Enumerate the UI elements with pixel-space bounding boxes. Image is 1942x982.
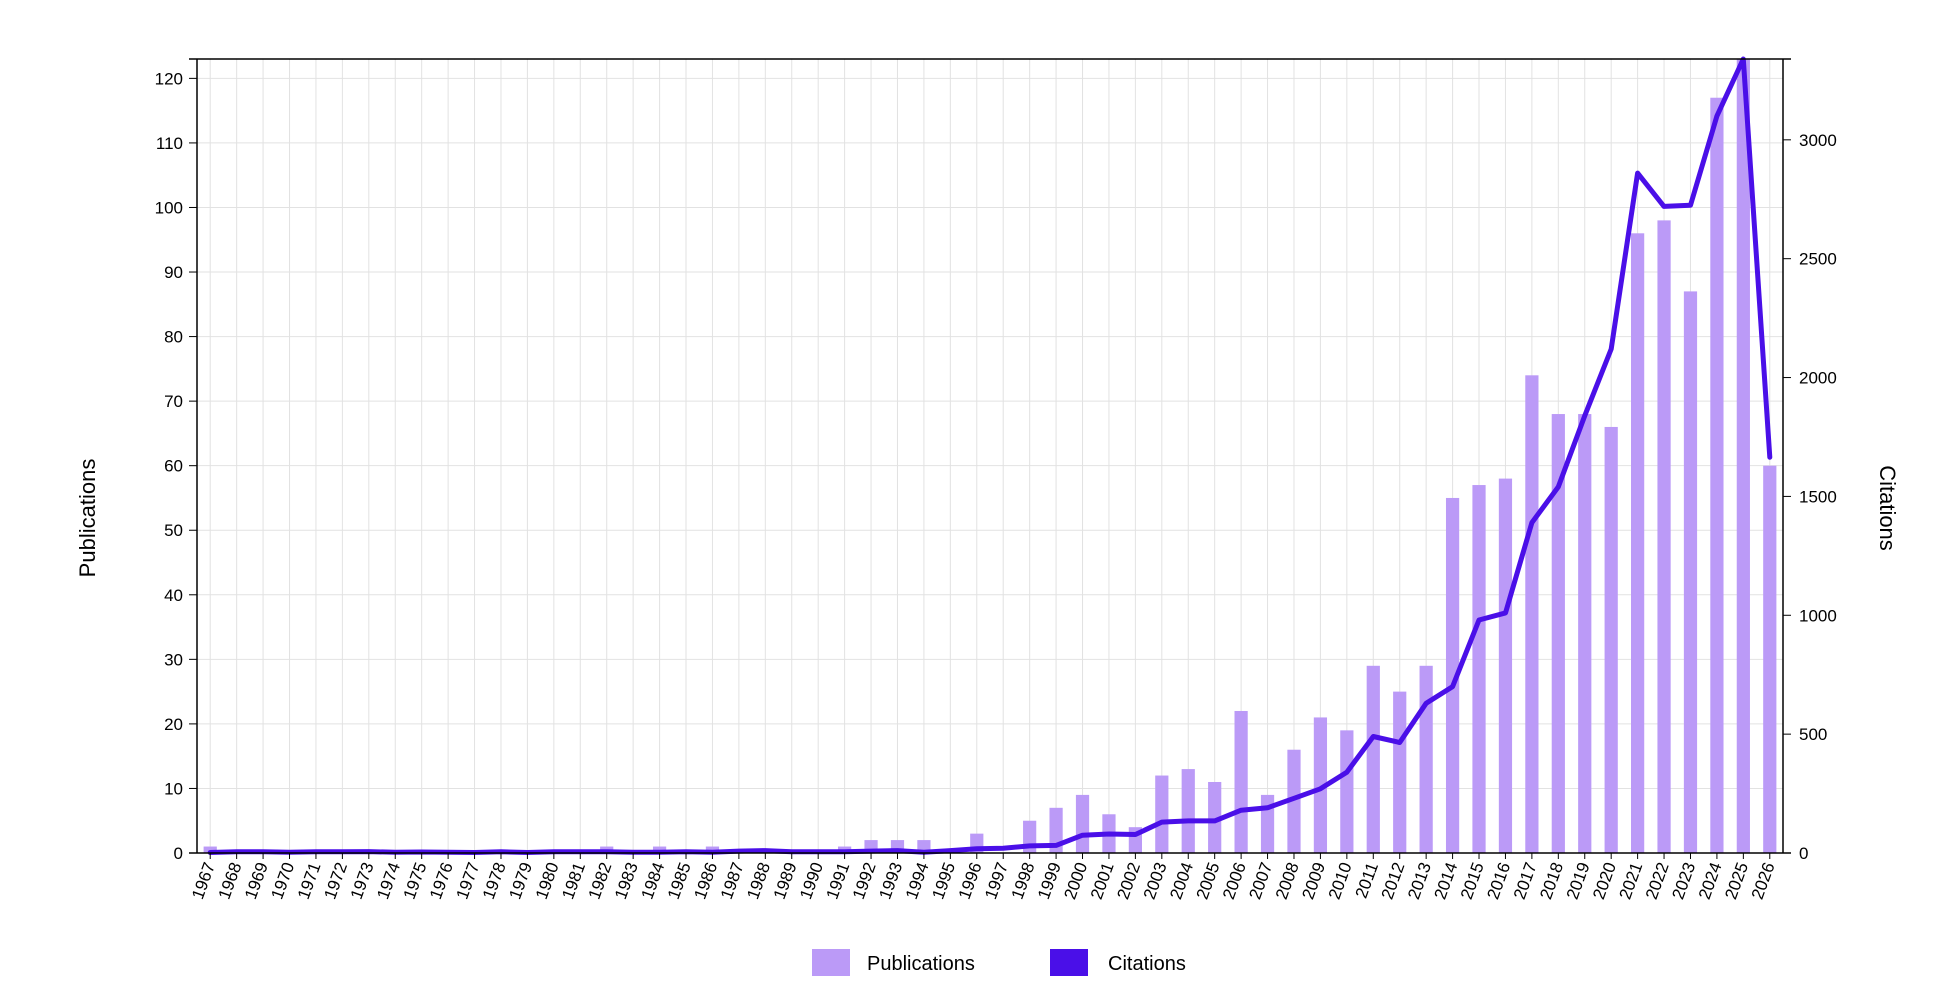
right-y-axis-title: Citations [1875, 465, 1900, 551]
bar-publications-2017 [1525, 375, 1539, 853]
left-y-tick-label-100: 100 [155, 198, 183, 217]
bar-publications-2014 [1445, 497, 1460, 853]
bar-publications-2009 [1313, 717, 1328, 853]
bar-publications-2023 [1683, 291, 1698, 853]
x-tick-label-2010: 2010 [1325, 860, 1356, 902]
bar-publications-2016 [1498, 478, 1513, 853]
bar-publications-2021 [1631, 233, 1645, 854]
bar-publications-2019 [1578, 414, 1592, 853]
bar-publications-2025 [1736, 59, 1750, 853]
bar-publications-2018 [1551, 414, 1565, 853]
bar-publications-2006 [1234, 710, 1248, 853]
left-y-tick-label-110: 110 [156, 134, 183, 153]
x-axis-ticks: 1967196819691970197119721973197419751976… [188, 853, 1779, 902]
bar-publications-2008 [1287, 749, 1301, 853]
legend-swatch-publications [812, 949, 850, 976]
right-y-tick-label-2500: 2500 [1799, 250, 1837, 269]
bar-publications-2024 [1710, 97, 1724, 854]
right-y-tick-label-1000: 1000 [1799, 606, 1837, 625]
bar-publications-2012 [1393, 691, 1407, 853]
bar-publications-2026 [1763, 465, 1777, 853]
left-y-tick-label-60: 60 [164, 457, 183, 476]
left-y-tick-label-50: 50 [164, 521, 183, 540]
right-y-tick-label-3000: 3000 [1799, 131, 1837, 150]
bar-publications-1984 [652, 846, 667, 853]
left-y-tick-label-30: 30 [164, 650, 183, 669]
bar-publications-2010 [1340, 730, 1354, 853]
bar-publications-1967 [203, 846, 217, 853]
bar-publications-2004 [1181, 769, 1195, 853]
legend-swatch-citations [1050, 949, 1088, 976]
left-y-tick-label-10: 10 [164, 779, 183, 798]
publication-bars [203, 59, 1777, 854]
legend-label-publications: Publications [867, 953, 975, 975]
left-y-tick-label-120: 120 [155, 69, 183, 88]
bar-publications-2000 [1075, 794, 1090, 853]
left-y-tick-label-70: 70 [164, 392, 183, 411]
x-tick-label-2026: 2026 [1748, 860, 1779, 902]
right-y-tick-label-2000: 2000 [1799, 369, 1837, 388]
right-y-tick-label-0: 0 [1799, 844, 1808, 863]
bar-publications-2020 [1604, 426, 1618, 853]
axes [189, 58, 1791, 854]
right-y-axis-ticks: 0 500 1000 1500 2000 2500 3000 [1783, 131, 1837, 863]
left-y-axis-title: Publications [75, 459, 100, 578]
legend-label-citations: Citations [1108, 953, 1186, 975]
left-y-tick-label-40: 40 [164, 586, 183, 605]
right-y-tick-label-500: 500 [1799, 725, 1827, 744]
bar-publications-2005 [1208, 781, 1222, 853]
left-y-tick-label-20: 20 [164, 715, 183, 734]
bar-publications-2003 [1155, 775, 1169, 853]
left-y-tick-label-80: 80 [164, 328, 183, 347]
left-y-tick-label-0: 0 [174, 844, 183, 863]
bar-publications-2022 [1657, 220, 1671, 854]
bar-publications-2015 [1472, 485, 1486, 853]
right-y-tick-label-1500: 1500 [1799, 487, 1837, 506]
bar-publications-2011 [1366, 665, 1380, 853]
legend: Publications Citations [812, 949, 1186, 976]
left-y-tick-label-90: 90 [164, 263, 183, 282]
bar-publications-2013 [1419, 665, 1433, 853]
grid [197, 59, 1783, 854]
bar-publications-1986 [705, 846, 720, 853]
left-y-axis-ticks: 0 10 20 30 40 50 60 70 80 90 100 110 120 [155, 69, 197, 863]
